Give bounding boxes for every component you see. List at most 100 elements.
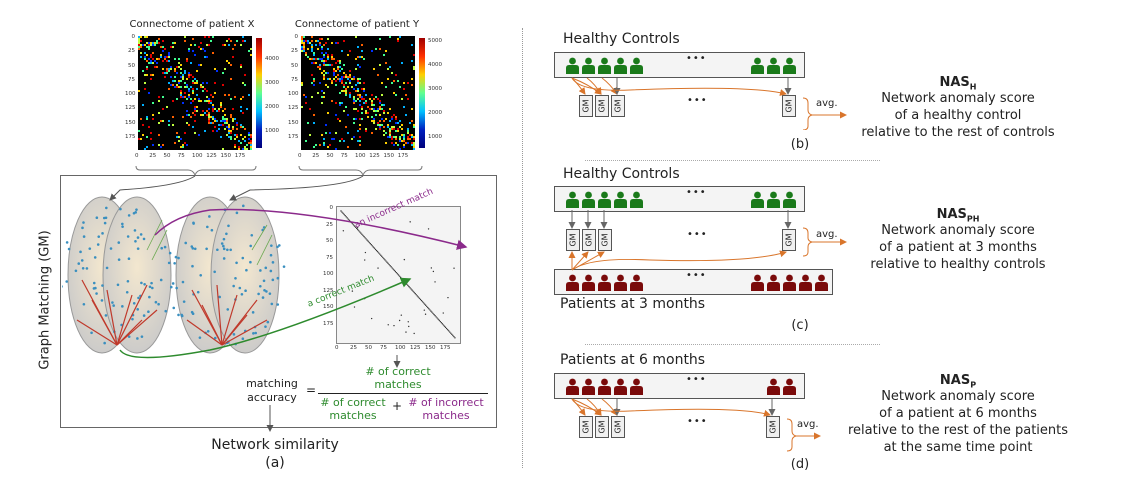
heatmap-cell	[305, 102, 307, 104]
heatmap-cell	[140, 118, 142, 120]
heatmap-cell	[140, 36, 142, 38]
heatmap-cell	[315, 62, 317, 64]
heatmap-cell	[230, 98, 232, 100]
heatmap-cell	[228, 130, 230, 132]
heatmap-cell	[365, 112, 367, 114]
heatmap-cell	[361, 106, 363, 108]
heatmap-cell	[212, 116, 214, 118]
heatmap-cell	[397, 128, 399, 130]
heatmap-cell	[174, 70, 176, 72]
heatmap-cell	[234, 146, 236, 148]
heatmap-cell	[353, 76, 355, 78]
heatmap-cell	[226, 40, 228, 42]
brain-node	[101, 232, 104, 235]
heatmap-cell	[353, 108, 355, 110]
heatmap-cell	[323, 76, 325, 78]
cbar-tick: 4000	[265, 56, 279, 62]
heatmap-cell	[401, 134, 403, 136]
mismatch-point	[403, 258, 406, 261]
heatmap-cell	[162, 120, 164, 122]
brain-node	[65, 241, 69, 244]
heatmap-cell	[311, 40, 313, 42]
match-point	[440, 322, 443, 324]
heatmap-cell	[323, 78, 325, 80]
network-similarity-label: Network similarity	[211, 437, 339, 453]
heatmap-cell	[146, 68, 148, 70]
heatmap-cell	[361, 118, 363, 120]
heatmap-cell	[152, 44, 154, 46]
brain-node	[121, 305, 124, 308]
axis-tick-label: 100	[323, 271, 334, 277]
heatmap-cell	[375, 114, 377, 116]
match-point	[394, 270, 397, 273]
heatmap-cell	[210, 100, 212, 102]
heatmap-cell	[188, 114, 190, 116]
axis-tick-label: 25	[128, 48, 135, 55]
heatmap-cell	[174, 68, 176, 70]
heatmap-cell	[240, 66, 242, 68]
heatmap-cell	[228, 124, 230, 126]
heatmap-cell	[142, 134, 144, 136]
heatmap-cell	[319, 68, 321, 70]
panel-c-arrows	[568, 210, 847, 271]
heatmap-cell	[242, 40, 244, 42]
heatmap-cell	[152, 62, 154, 64]
heatmap-cell	[140, 46, 142, 48]
heatmap-cell	[357, 90, 359, 92]
heatmap-cell	[206, 56, 208, 58]
heatmap-cell	[321, 102, 323, 104]
heatmap-cell	[234, 44, 236, 46]
nas-subscript: P	[970, 380, 977, 390]
heatmap-cell	[206, 100, 208, 102]
heatmap-cell	[224, 108, 226, 110]
match-point	[412, 290, 414, 292]
heatmap-cell	[166, 70, 168, 72]
denominator-incorrect-line1: # of incorrect	[408, 396, 484, 409]
heatmap-cell	[190, 98, 192, 100]
heatmap-cell	[373, 118, 375, 120]
match-point	[378, 253, 381, 255]
heatmap-cell	[411, 144, 413, 146]
heatmap-cell	[198, 100, 200, 102]
heatmap-cell	[357, 140, 359, 142]
heatmap-cell	[208, 116, 210, 118]
heatmap-cell	[212, 106, 214, 108]
brain-node	[244, 289, 247, 292]
heatmap-cell	[389, 66, 391, 68]
heatmap-cell	[359, 100, 361, 102]
heatmap-cell	[323, 62, 325, 64]
heatmap-cell	[240, 64, 242, 66]
person-icon	[766, 378, 781, 395]
heatmap-cell	[182, 76, 184, 78]
brain-node	[191, 247, 195, 250]
heatmap-cell	[180, 68, 182, 70]
axis-tick-label: 25	[326, 221, 333, 228]
match-point	[410, 288, 412, 290]
heatmap-cell	[347, 54, 349, 56]
heatmap-cell	[385, 50, 387, 52]
nas-subscript: H	[969, 82, 977, 92]
match-point	[369, 242, 371, 245]
brain-node	[65, 280, 69, 283]
heatmap-cell	[383, 134, 385, 136]
nas-p-desc4: at the same time point	[883, 440, 1033, 455]
heatmap-cell	[150, 54, 152, 56]
heatmap-cell	[208, 44, 210, 46]
brain-node	[181, 280, 185, 284]
heatmap-cell	[158, 100, 160, 102]
nas-p-desc1: Network anomaly score	[881, 389, 1035, 404]
match-point	[347, 218, 350, 220]
heatmap-cell	[218, 124, 220, 126]
heatmap-cell	[172, 80, 174, 82]
person-icon	[565, 378, 580, 395]
heatmap-cell	[301, 48, 303, 50]
heatmap-cell	[303, 46, 305, 48]
heatmap-cell	[353, 118, 355, 120]
heatmap-cell	[327, 86, 329, 88]
gm-box: GM	[766, 416, 780, 438]
heatmap-cell	[192, 92, 194, 94]
heatmap-cell	[180, 76, 182, 78]
heatmap-cell	[395, 118, 397, 120]
heatmap-cell	[156, 62, 158, 64]
brain-node	[148, 285, 152, 289]
